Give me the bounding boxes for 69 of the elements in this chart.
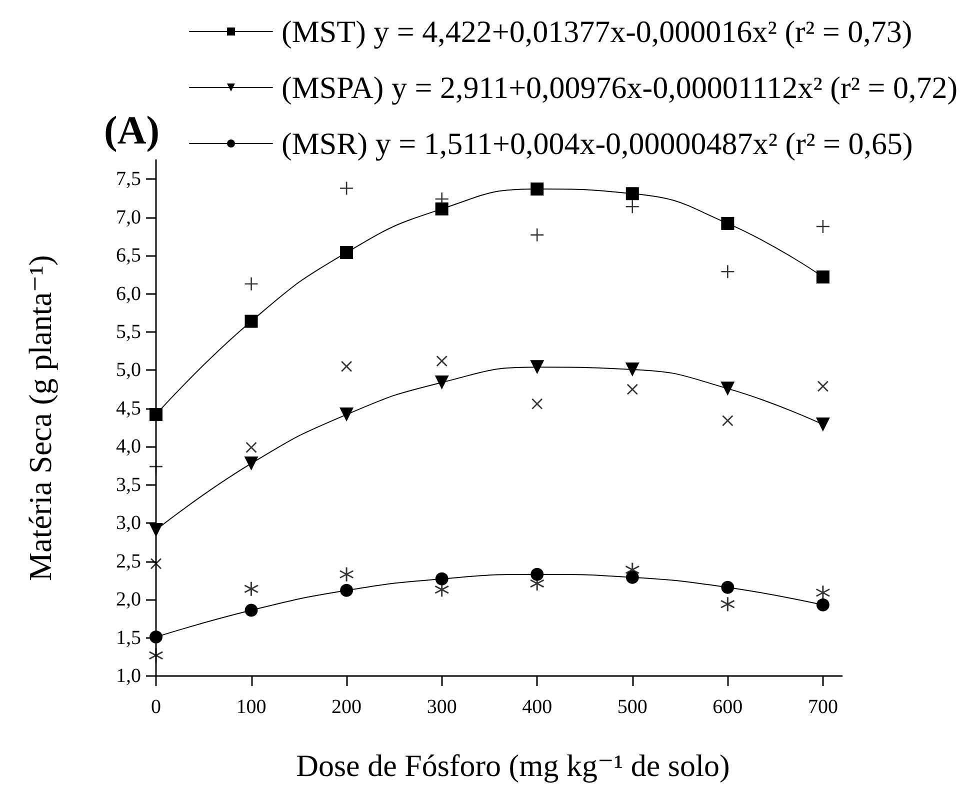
y-tick-label: 5,5 (116, 321, 141, 343)
x-tick-label: 400 (522, 696, 552, 718)
point (816, 418, 830, 432)
point (530, 360, 544, 374)
point (244, 456, 258, 470)
point (530, 568, 544, 581)
legend-label: (MSR) y = 1,511+0,004x-0,00000487x² (r² = 0,65) (282, 126, 913, 161)
point (246, 442, 257, 453)
point (434, 375, 449, 390)
point (244, 582, 258, 596)
point (340, 567, 354, 582)
y-tick-label: 1,5 (116, 626, 141, 649)
y-tick-label: 2,0 (116, 588, 141, 611)
point (721, 265, 734, 278)
point (150, 630, 162, 644)
y-tick-label: 4,0 (116, 436, 141, 458)
point (150, 558, 162, 570)
point (150, 408, 162, 422)
y-tick-label: 3,0 (116, 512, 141, 534)
point (530, 182, 544, 196)
point (149, 522, 163, 537)
y-tick-label: 5,0 (116, 359, 141, 382)
point (626, 384, 638, 395)
x-tick-label: 100 (236, 696, 266, 718)
point (816, 586, 830, 600)
y-tick-label: 7,5 (116, 168, 141, 190)
point (530, 228, 544, 242)
x-tick-label: 600 (712, 696, 743, 718)
x-tick-label: 200 (332, 696, 362, 718)
x-tick-label: 0 (151, 696, 161, 718)
y-tick-label: 4,5 (116, 397, 141, 420)
point (816, 270, 830, 284)
point (720, 597, 735, 612)
text: (A) (104, 108, 160, 152)
point (625, 362, 640, 376)
point (720, 382, 735, 396)
y-tick-label: 6,5 (116, 244, 141, 267)
y-tick-label: 6,0 (116, 282, 141, 305)
point (435, 202, 448, 216)
y-axis-title: Matéria Seca (g planta⁻¹) (22, 255, 58, 581)
point (435, 572, 448, 586)
point (244, 277, 258, 290)
point (626, 570, 639, 584)
point (721, 580, 734, 594)
point (340, 584, 354, 597)
point (149, 648, 163, 662)
y-tick-label: 1,0 (116, 665, 141, 687)
point (816, 598, 830, 612)
point (532, 398, 543, 410)
y-tick-label: 7,0 (116, 206, 141, 228)
point (340, 246, 354, 259)
x-tick-label: 700 (808, 696, 838, 718)
x-tick-label: 500 (617, 696, 648, 718)
point (626, 187, 639, 200)
point (721, 216, 734, 230)
point (340, 182, 354, 195)
x-axis-title: Dose de Fósforo (mg kg⁻¹ de solo) (296, 748, 730, 783)
y-tick-label: 2,5 (116, 550, 141, 572)
point (340, 408, 354, 422)
legend-label: (MST) y = 4,422+0,01377x-0,000016x² (r² = 0,73) (282, 14, 912, 49)
point (244, 314, 258, 328)
point (341, 360, 352, 372)
y-tick-label: 3,5 (116, 474, 141, 496)
point (244, 604, 258, 617)
point (626, 200, 639, 214)
point (436, 356, 448, 366)
legend-label: (MSPA) y = 2,911+0,00976x-0,00001112x² (r² = 0,72) (282, 70, 958, 105)
x-tick-label: 300 (426, 696, 457, 718)
point (818, 380, 828, 392)
